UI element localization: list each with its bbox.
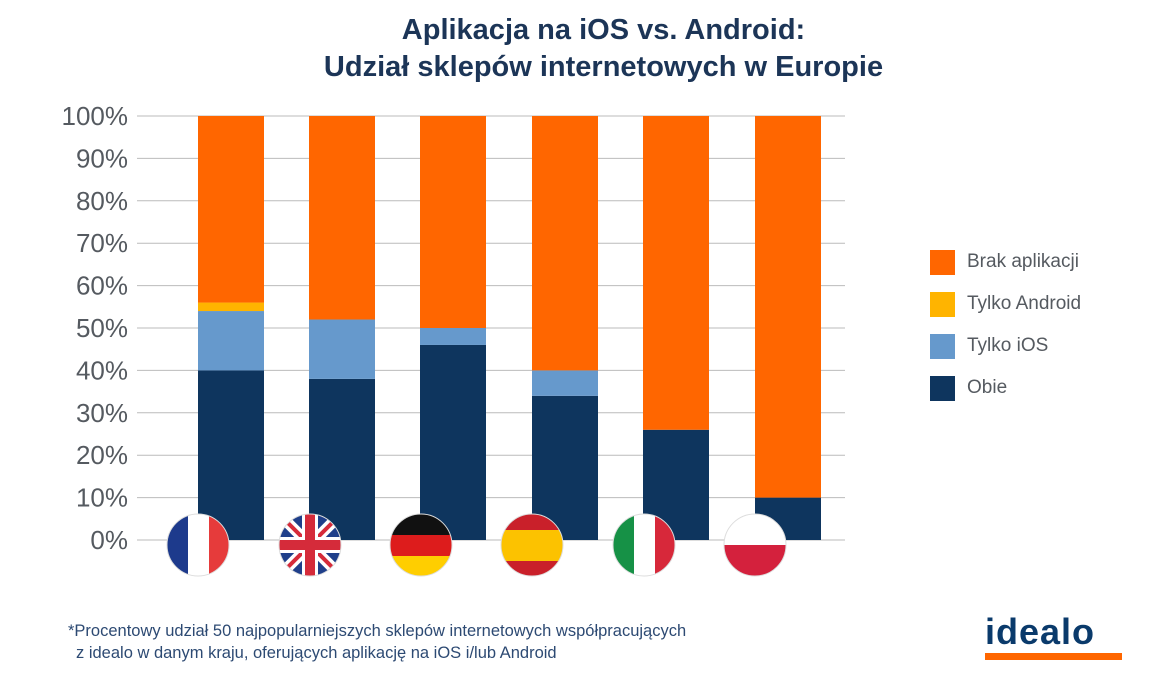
legend-swatch: [930, 333, 955, 359]
y-axis-ticks: 0% 10% 20% 30% 40% 50% 60% 70% 80% 90% 100%: [62, 101, 129, 555]
legend-label: Tylko iOS: [967, 335, 1049, 356]
bar-segment: [198, 311, 264, 371]
flag-italy-icon: [613, 514, 675, 576]
legend-label: Obie: [967, 377, 1008, 398]
chart-title-line1: Aplikacja na iOS vs. Android:: [401, 14, 806, 46]
bar-segment: [420, 344, 486, 540]
y-tick-label: 0%: [90, 525, 128, 555]
legend-swatch: [930, 249, 955, 275]
y-tick-label: 20%: [76, 440, 128, 470]
flag-germany-icon: [390, 514, 452, 576]
bar-segment: [198, 116, 264, 303]
legend-item-tylko-ios: Tylko iOS: [930, 325, 1081, 367]
bar-segment: [198, 302, 264, 312]
bar-segment: [420, 116, 486, 328]
footnote-line2: z idealo w danym kraju, oferujących apli…: [76, 644, 557, 662]
bar-segment: [309, 116, 375, 320]
bar-segment: [309, 378, 375, 540]
chart-title-line2: Udział sklepów internetowych w Europie: [323, 51, 884, 83]
legend: Brak aplikacji Tylko Android Tylko iOS O…: [930, 241, 1081, 409]
legend-swatch: [930, 375, 955, 401]
y-tick-label: 90%: [76, 143, 128, 173]
bar-segment: [532, 116, 598, 371]
legend-item-brak-aplikacji: Brak aplikacji: [930, 241, 1081, 283]
footnote-line1: *Procentowy udział 50 najpopularniejszyc…: [68, 622, 687, 640]
y-tick-label: 80%: [76, 186, 128, 216]
bar-segment: [309, 319, 375, 379]
y-tick-label: 40%: [76, 355, 128, 385]
legend-label: Brak aplikacji: [967, 251, 1079, 272]
bar-segment: [198, 370, 264, 540]
y-tick-label: 100%: [62, 101, 129, 131]
y-tick-label: 60%: [76, 271, 128, 301]
legend-swatch: [930, 291, 955, 317]
idealo-logo: idealo: [985, 612, 1125, 660]
legend-label: Tylko Android: [967, 293, 1082, 314]
bar-segment: [643, 116, 709, 430]
footnote: *Procentowy udział 50 najpopularniejszyc…: [68, 620, 686, 664]
y-tick-label: 30%: [76, 398, 128, 428]
flag-uk-icon: [279, 514, 341, 576]
bar-segment: [532, 370, 598, 396]
legend-item-tylko-android: Tylko Android: [930, 283, 1081, 325]
logo-text: idealo: [985, 611, 1096, 652]
legend-item-obie: Obie: [930, 367, 1081, 409]
bar-segment: [420, 328, 486, 345]
y-tick-label: 10%: [76, 483, 128, 513]
y-tick-label: 50%: [76, 313, 128, 343]
bars: [198, 116, 821, 540]
y-tick-label: 70%: [76, 228, 128, 258]
chart-title: Aplikacja na iOS vs. Android: Udział skl…: [0, 12, 1157, 86]
logo-underline: [985, 653, 1122, 660]
flag-france-icon: [167, 514, 229, 576]
bar-segment: [755, 116, 821, 498]
